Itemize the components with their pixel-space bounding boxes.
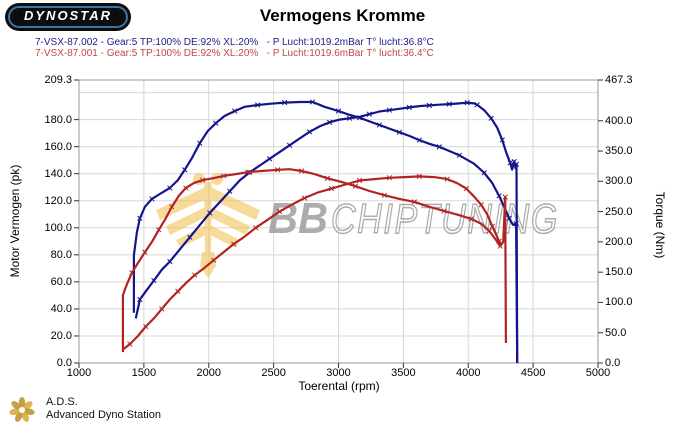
right-tick-label: 300.0: [605, 175, 633, 188]
left-tick-label: 120.0: [44, 194, 72, 207]
bottom-tick-label: 4000: [456, 367, 481, 379]
left-tick-label: 140.0: [44, 167, 72, 180]
markers-power-run-002: [137, 100, 520, 303]
dynostar-logo-ring: [8, 6, 128, 28]
markers-torque-run-001: [129, 167, 508, 276]
gridlines: [79, 80, 598, 363]
watermark-eagle-icon: [156, 173, 260, 278]
bottom-tick-label: 1000: [66, 367, 92, 379]
markers-power-run-001: [127, 173, 502, 347]
right-tick-label: 250.0: [605, 205, 633, 218]
bottom-axis-label: Toerental (rpm): [298, 379, 380, 393]
legend-run-001: 7-VSX-87.001 - Gear:5 TP:100% DE:92% XL:…: [35, 48, 434, 59]
page-title: Vermogens Kromme: [259, 6, 426, 25]
bottom-tick-label: 3500: [391, 367, 416, 379]
ads-name: Advanced Dyno Station: [46, 409, 161, 421]
watermark-text: BB CHIPTUNING: [268, 194, 559, 243]
left-tick-label: 0.0: [56, 357, 72, 369]
dynostar-logo-text: DYNOSTAR: [24, 8, 112, 23]
axis-ticks: [74, 79, 603, 368]
bottom-tick-label: 4500: [520, 367, 546, 379]
left-tick-label: 160.0: [44, 140, 72, 153]
markers-torque-run-002: [137, 99, 519, 227]
left-tick-label: 80.0: [50, 248, 72, 261]
curve-torque-run-002: [132, 100, 519, 364]
curve-torque-run-001: [121, 168, 507, 353]
dyno-curves: [121, 99, 520, 364]
right-tick-label: 467.3: [605, 74, 633, 86]
ads-logo-icon: [9, 397, 35, 422]
left-tick-label: 20.0: [50, 329, 72, 342]
right-tick-label: 150.0: [605, 266, 633, 279]
right-tick-label: 200.0: [605, 235, 633, 248]
bottom-tick-label: 5000: [585, 367, 611, 379]
left-tick-label: 209.3: [44, 74, 72, 86]
left-tick-label: 40.0: [50, 302, 72, 315]
bottom-tick-label: 1500: [131, 367, 157, 379]
ads-abbr: A.D.S.: [46, 396, 78, 408]
dynostar-logo: DYNOSTAR: [5, 3, 131, 31]
right-tick-label: 0.0: [605, 357, 621, 369]
legend-run-002: 7-VSX-87.002 - Gear:5 TP:100% DE:92% XL:…: [35, 37, 434, 48]
right-tick-label: 100.0: [605, 296, 633, 309]
bottom-tick-label: 3000: [326, 367, 351, 379]
right-tick-label: 50.0: [605, 326, 627, 339]
watermark-chiptuning: CHIPTUNING: [331, 195, 559, 242]
bottom-tick-label: 2000: [196, 367, 221, 379]
left-tick-label: 100.0: [44, 221, 72, 234]
right-tick-label: 400.0: [605, 114, 633, 127]
right-tick-label: 350.0: [605, 145, 633, 158]
left-tick-label: 60.0: [50, 275, 72, 288]
left-tick-label: 180.0: [44, 113, 72, 126]
bottom-tick-label: 2500: [261, 367, 286, 379]
